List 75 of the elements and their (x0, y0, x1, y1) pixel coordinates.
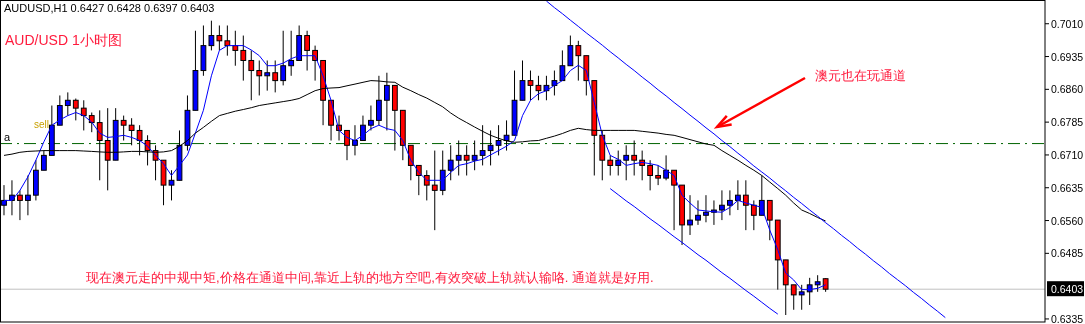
text: AUD/USD 1小时图 (5, 32, 122, 48)
candlestick (711, 199, 717, 226)
candlestick (719, 189, 725, 221)
chart-title: AUDUSD,H1 0.6427 0.6428 0.6397 0.6403 (4, 2, 215, 14)
candlestick (575, 40, 582, 82)
candlestick (232, 30, 239, 67)
annotation: sell (34, 119, 50, 130)
candlestick (790, 284, 797, 311)
candlestick (463, 144, 470, 176)
candlestick (64, 91, 71, 117)
candlestick (487, 129, 494, 166)
candlestick (136, 124, 143, 156)
candlestick (734, 179, 741, 211)
candlestick (423, 169, 430, 201)
candlestick (647, 159, 654, 191)
candlestick (559, 49, 566, 82)
candlestick (631, 140, 638, 176)
y-tick-label: 0.6785 (1051, 116, 1084, 129)
candlestick (344, 129, 350, 161)
y-tick-label: 0.6335 (1051, 312, 1084, 324)
candlestick (623, 144, 630, 181)
candlestick (439, 150, 446, 196)
candlestick (607, 154, 614, 176)
candlestick (407, 144, 414, 181)
candlestick (352, 124, 358, 156)
ref-line-label: a (4, 130, 11, 143)
ref-line-label: 0.6403 (1051, 283, 1084, 296)
candlestick (264, 59, 271, 92)
candlestick (750, 199, 757, 231)
candlestick (240, 35, 247, 82)
candlestick (479, 124, 486, 166)
candlestick (120, 115, 127, 142)
candlestick (495, 124, 502, 156)
candlestick (687, 194, 693, 236)
candlestick (360, 115, 366, 142)
candlestick (766, 199, 773, 241)
candlestick (655, 164, 661, 186)
candlestick (695, 199, 701, 226)
candlestick (567, 35, 574, 67)
candlestick (208, 20, 215, 51)
candlestick (248, 49, 255, 101)
candlestick (447, 144, 454, 181)
candlestick (703, 194, 709, 223)
annotation: 现在澳元走的中规中矩,价格在通道中间,靠近上轨的地方空吧,有效突破上轨就认输咯. 通道就是好用. (86, 270, 654, 285)
candlestick (25, 174, 31, 216)
candlestick (727, 189, 733, 216)
candlestick (551, 70, 558, 96)
candlestick (224, 24, 231, 57)
y-tick-label: 0.6935 (1051, 50, 1084, 63)
candlestick (40, 150, 47, 171)
y-tick-label: 0.7010 (1051, 17, 1084, 30)
y-tick-label: 0.6635 (1051, 181, 1084, 194)
candlestick (471, 140, 478, 171)
candlestick (455, 140, 462, 176)
candlestick (431, 150, 438, 231)
candlestick (742, 179, 749, 231)
candlestick (256, 59, 263, 96)
candlestick (272, 59, 279, 93)
candlestick (72, 98, 79, 121)
candlestick (368, 105, 374, 131)
y-tick-label: 0.6485 (1051, 247, 1084, 260)
candlestick (615, 150, 622, 176)
candlestick (128, 117, 135, 146)
candlestick (216, 24, 223, 51)
candlestick (663, 154, 669, 181)
y-tick-label: 0.6560 (1051, 214, 1084, 227)
annotation: 澳元也在玩通道 (815, 68, 906, 83)
candlestick (17, 189, 23, 221)
candlestick (56, 94, 63, 126)
y-tick-label: 0.6860 (1051, 83, 1084, 96)
candlestick (104, 107, 111, 191)
candlestick (304, 30, 311, 72)
candlestick (96, 109, 103, 181)
candlestick (80, 99, 87, 131)
y-tick-label: 0.6710 (1051, 148, 1084, 161)
